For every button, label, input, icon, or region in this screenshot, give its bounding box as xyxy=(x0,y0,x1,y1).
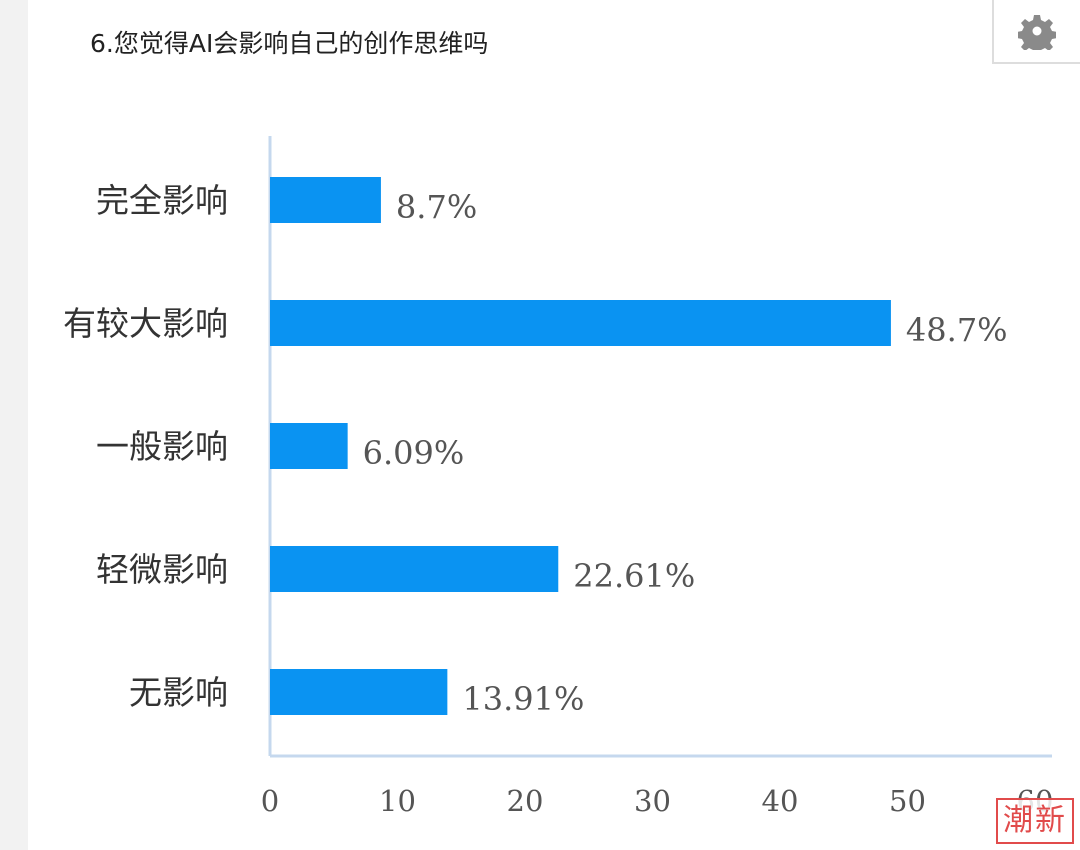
x-tick-label: 40 xyxy=(762,784,799,818)
x-tick-label: 0 xyxy=(261,784,279,818)
category-label: 完全影响 xyxy=(96,181,228,220)
category-label: 无影响 xyxy=(129,673,228,712)
data-label: 22.61% xyxy=(573,557,695,595)
bar xyxy=(270,423,348,469)
page-title: 6.您觉得AI会影响自己的创作思维吗 xyxy=(90,29,489,58)
x-tick-label: 10 xyxy=(379,784,416,818)
bar xyxy=(270,300,891,346)
x-tick-label: 30 xyxy=(634,784,671,818)
x-tick-label: 20 xyxy=(507,784,544,818)
data-label: 8.7% xyxy=(396,188,477,226)
page xyxy=(28,0,1080,850)
category-label: 有较大影响 xyxy=(63,304,228,343)
x-tick-label: 50 xyxy=(889,784,926,818)
data-label: 6.09% xyxy=(363,434,465,472)
category-label: 一般影响 xyxy=(96,427,228,466)
settings-button[interactable] xyxy=(992,0,1080,64)
bar xyxy=(270,669,448,715)
gear-icon xyxy=(1018,15,1056,50)
watermark-stamp: 潮新 xyxy=(996,798,1074,844)
data-label: 48.7% xyxy=(906,311,1008,349)
category-label: 轻微影响 xyxy=(96,550,228,589)
bar xyxy=(270,546,559,592)
bar xyxy=(270,177,381,223)
data-label: 13.91% xyxy=(462,680,584,718)
